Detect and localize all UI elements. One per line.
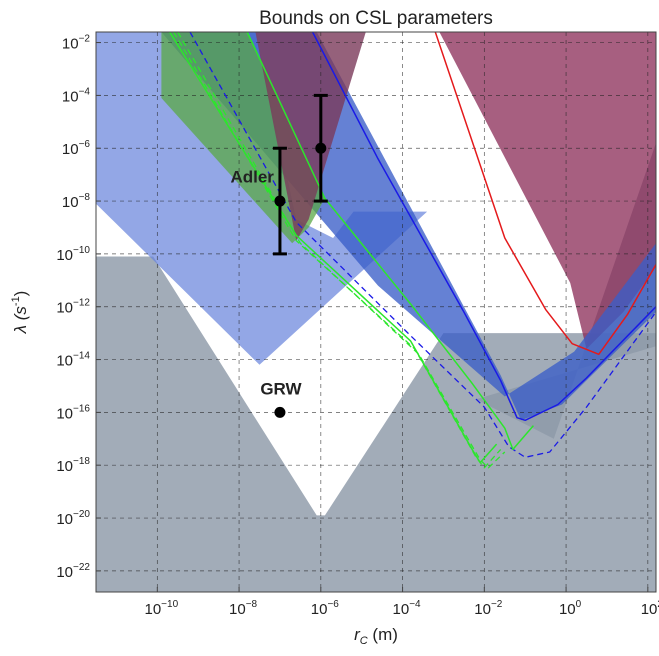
y-axis-label-tail: ) xyxy=(11,291,30,297)
y-tick-label: 10−18 xyxy=(56,456,90,475)
plot-frame xyxy=(95,31,657,593)
y-tick-label: 10−12 xyxy=(56,298,90,317)
bound-curve-3 xyxy=(246,32,534,451)
x-tick-label: 102 xyxy=(641,599,659,618)
x-tick-label: 100 xyxy=(559,599,582,618)
bound-curve-1 xyxy=(311,32,656,422)
x-tick-label: 10−2 xyxy=(474,599,503,618)
y-axis-label-text: λ (s xyxy=(11,306,30,335)
point-label: Adler xyxy=(230,168,274,187)
y-tick-label: 10−6 xyxy=(62,139,91,158)
x-tick-label: 10−6 xyxy=(311,599,340,618)
y-tick-label: 10−20 xyxy=(56,509,90,528)
y-tick-label: 10−2 xyxy=(62,34,91,53)
data-point xyxy=(274,195,286,207)
x-axis-label-symbol: r xyxy=(354,625,361,644)
y-tick-label: 10−8 xyxy=(62,192,91,211)
bound-curve-5 xyxy=(173,32,502,469)
x-axis-label-subscript: C xyxy=(360,635,368,647)
data-points: Adler GRW xyxy=(230,93,328,418)
y-tick-label: 10−10 xyxy=(56,245,90,264)
x-tick-label: 10−8 xyxy=(229,599,258,618)
y-tick-label: 10−22 xyxy=(56,562,90,581)
bound-curve-2 xyxy=(189,32,656,458)
point-label: GRW xyxy=(260,379,302,398)
y-axis-label-superscript: -1 xyxy=(10,296,22,306)
x-axis-label: rC (m) xyxy=(354,625,398,647)
grid-lines xyxy=(96,32,656,592)
exclusion-regions xyxy=(96,32,656,592)
exclusion-region-0 xyxy=(96,256,656,592)
y-tick-label: 10−14 xyxy=(56,351,90,370)
exclusion-region-6 xyxy=(255,32,366,241)
exclusion-region-3 xyxy=(316,32,656,349)
y-tick-label: 10−4 xyxy=(62,86,91,105)
x-axis-label-unit: (m) xyxy=(368,625,398,644)
y-tick-label: 10−16 xyxy=(56,403,90,422)
data-point xyxy=(274,406,286,418)
y-axis-ticks: 10−2 10−4 10−6 10−8 10−10 10−12 10−14 10−16 10−1… xyxy=(56,34,101,581)
x-tick-label: 10−4 xyxy=(393,599,422,618)
data-point xyxy=(315,142,327,154)
y-axis-label: λ (s-1) xyxy=(10,291,30,335)
chart-title: Bounds on CSL parameters xyxy=(259,8,493,29)
x-tick-label: 10−10 xyxy=(144,599,178,618)
bound-curve-0 xyxy=(434,32,656,356)
x-axis-ticks: 10−10 10−8 10−6 10−4 10−2 100 102 xyxy=(144,587,659,618)
